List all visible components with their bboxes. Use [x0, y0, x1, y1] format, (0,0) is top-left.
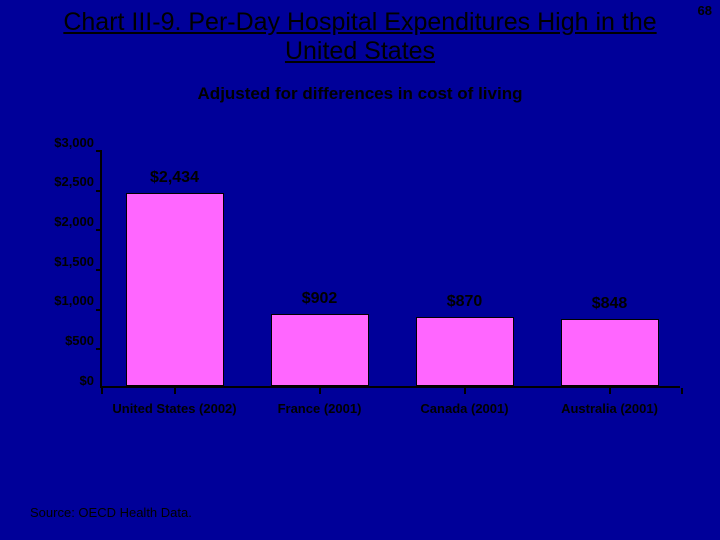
x-category-label: Canada (2001) — [395, 400, 535, 418]
bar-value-label: $2,434 — [105, 169, 245, 187]
bar — [416, 317, 514, 386]
page-number: 68 — [698, 3, 712, 18]
plot-region: $0$500$1,000$1,500$2,000$2,500$3,000$2,4… — [100, 150, 680, 388]
y-tick-mark — [96, 190, 102, 192]
x-category-label: United States (2002) — [105, 400, 245, 418]
bar-value-label: $870 — [395, 293, 535, 311]
bar-value-label: $902 — [250, 290, 390, 308]
x-tick-mark — [609, 388, 611, 394]
bar-value-label: $848 — [540, 295, 680, 313]
x-tick-mark — [319, 388, 321, 394]
bar — [561, 319, 659, 386]
bar — [126, 193, 224, 386]
y-tick-label: $1,000 — [32, 293, 94, 308]
source-citation: Source: OECD Health Data. — [30, 505, 192, 520]
x-category-label: Australia (2001) — [540, 400, 680, 418]
chart-title: Chart III-9. Per-Day Hospital Expenditur… — [0, 0, 720, 66]
chart-subtitle: Adjusted for differences in cost of livi… — [0, 84, 720, 104]
x-tick-mark — [174, 388, 176, 394]
bar — [271, 314, 369, 386]
y-tick-mark — [96, 229, 102, 231]
y-tick-mark — [96, 269, 102, 271]
y-tick-label: $1,500 — [32, 254, 94, 269]
y-tick-label: $500 — [32, 333, 94, 348]
y-tick-label: $3,000 — [32, 135, 94, 150]
x-tick-mark — [101, 388, 103, 394]
y-tick-mark — [96, 348, 102, 350]
y-tick-label: $2,000 — [32, 214, 94, 229]
y-tick-mark — [96, 150, 102, 152]
y-tick-label: $0 — [32, 373, 94, 388]
chart-area: $0$500$1,000$1,500$2,000$2,500$3,000$2,4… — [30, 150, 690, 460]
y-tick-mark — [96, 309, 102, 311]
x-category-label: France (2001) — [250, 400, 390, 418]
y-tick-label: $2,500 — [32, 174, 94, 189]
x-tick-mark — [464, 388, 466, 394]
x-tick-mark — [681, 388, 683, 394]
